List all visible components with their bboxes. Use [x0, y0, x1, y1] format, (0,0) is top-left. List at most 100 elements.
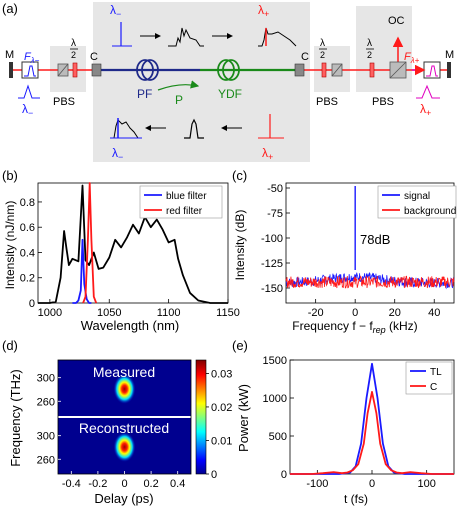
right-coupler-label: C: [301, 51, 309, 63]
left-pbs-label: PBS: [53, 96, 75, 108]
axes-d-xtick-label: 0.2: [143, 478, 158, 490]
series-e-c: [290, 390, 454, 475]
pf-label: PF: [137, 87, 152, 101]
lambda-minus-left: λ−: [22, 102, 33, 118]
reconstructed-label: Reconstructed: [79, 420, 169, 436]
axes-b-frame: [37, 182, 229, 304]
axes-c-xtick-label: 40: [428, 307, 440, 319]
axes-d-xtick-label: 0: [121, 478, 127, 490]
axes-d-ytick-label: 300: [37, 431, 55, 443]
axes-e-xtick-label: 0: [369, 478, 375, 490]
axes-e-ytick-label: 500: [269, 431, 287, 443]
axes-d-xtick-label: 0.4: [170, 478, 185, 490]
panel-a-label: (a): [2, 1, 18, 16]
left-halfwave-den: 2: [71, 50, 76, 60]
panel-d-ylabel: Frequency (THz): [8, 369, 23, 467]
colorbar-tick-label: 0.03: [211, 368, 232, 380]
axes-b-xtick-label: 1050: [97, 307, 121, 319]
axes-d-ytick-label: 260: [37, 454, 55, 466]
panel-e-xlabel: t (fs): [344, 492, 368, 506]
pf-coil-icon: [136, 59, 159, 81]
plot-b: 1000 1050 1100 1150 0 0.2 0.4 0.6 0.8: [20, 182, 240, 319]
oc-pbs-diag: [389, 61, 407, 79]
lambda-minus-spectrum-left: [18, 84, 40, 99]
axes-c-ytick-label: -50: [267, 183, 283, 195]
f-lambda-minus: Fλ−: [24, 51, 40, 65]
right-pbs-label: PBS: [316, 96, 338, 108]
axes-d-xtick-label: -0.2: [88, 478, 107, 490]
axes-d-ytick-label: 260: [37, 396, 55, 408]
legend-c-signal: signal: [404, 191, 430, 202]
measured-blob: [113, 374, 136, 404]
oc-waveplate-icon: [369, 62, 375, 78]
left-waveplate-icon: [72, 62, 78, 78]
mirror-left-icon: [9, 62, 13, 78]
panel-c-label: (c): [232, 168, 247, 183]
legend-b: blue filter red filter: [139, 185, 223, 219]
right-waveplate-icon: [321, 62, 327, 78]
mirror-left-label: M: [5, 49, 14, 61]
panel-b-xlabel: Wavelength (nm): [81, 318, 180, 333]
panel-e-ylabel: Power (kW): [236, 384, 251, 452]
legend-b-blue: blue filter: [166, 191, 207, 202]
mirror-right-icon: [447, 62, 451, 78]
legend-c-background: background: [404, 206, 456, 217]
left-coupler-label: C: [90, 51, 98, 63]
colorbar: [195, 359, 207, 475]
plot-c: -20 0 20 40 -150 -125 -100 -75 -50: [261, 182, 455, 319]
axes-e-ytick-label: 0: [281, 469, 287, 481]
panel-e: (e) Power (kW) t (fs) -100 0 1000500100015…: [232, 338, 455, 506]
axes-d-xtick-label: -0.4: [62, 478, 81, 490]
right-pbs-diag: [331, 63, 343, 77]
axes-b-xtick-label: 1150: [216, 307, 240, 319]
annotation-78db: 78dB: [360, 232, 390, 247]
mirror-right-label: M: [445, 49, 454, 61]
axes-c-ytick-label: -125: [261, 258, 283, 270]
legend-e: TL C: [405, 361, 453, 395]
left-pbs-diag: [57, 63, 69, 77]
panel-c: (c) Intensity (dB) Frequency f − frep (k…: [232, 168, 457, 335]
panel-a: (a) M M Fλ− λ− Fλ+ λ+ λ: [2, 1, 454, 162]
series-e-tl: [290, 362, 454, 475]
axes-b-ytick-label: 0.8: [20, 197, 35, 209]
top-lambda-plus: λ+: [258, 3, 269, 19]
reconstructed-blob: [113, 432, 136, 462]
axes-e-ytick-label: 1500: [263, 355, 287, 367]
axes-b-ytick-label: 0.4: [20, 247, 35, 259]
top-lambda-minus: λ−: [110, 3, 121, 19]
oc-pbs-label: PBS: [372, 96, 394, 108]
measured-label: Measured: [93, 364, 155, 380]
axes-d: -0.4 -0.2 0 0.2 0.4 260 300 260 300: [37, 373, 186, 490]
filter-right-shape: [426, 65, 438, 77]
panel-e-label: (e): [232, 338, 248, 353]
right-halfwave-den: 2: [320, 50, 325, 60]
panel-c-xlabel: Frequency f − frep (kHz): [292, 319, 417, 335]
axes-b-ytick-label: 0: [29, 298, 35, 310]
series-b-blue-filter: [72, 238, 92, 304]
lambda-plus-spectrum-right: [416, 84, 440, 99]
cavity-box: [93, 2, 310, 162]
axes-b-xtick-label: 1000: [38, 307, 62, 319]
axes-c-xtick-label: -20: [308, 307, 324, 319]
ydf-label: YDF: [218, 87, 242, 101]
oc-halfwave: λ: [367, 38, 372, 49]
legend-e-tl: TL: [430, 367, 442, 378]
axes-d-ytick-label: 300: [37, 373, 55, 385]
axes-e-xtick-label: -100: [306, 478, 328, 490]
filter-left-shape: [24, 65, 36, 77]
axes-c-ytick-label: -150: [261, 283, 283, 295]
left-halfwave: λ: [71, 38, 76, 49]
axes-c-xtick-label: 20: [389, 307, 401, 319]
axes-e-xtick-label: 100: [417, 478, 435, 490]
colorbar-tick-label: 0.01: [211, 435, 232, 447]
colorbar-ticks: 0 0.01 0.02 0.03: [206, 368, 232, 481]
oc-label: OC: [388, 15, 405, 27]
panel-c-ylabel: Intensity (dB): [233, 210, 247, 281]
axes-c-frame: [285, 182, 455, 304]
panel-b-ylabel: Intensity (nJ/nm): [3, 201, 17, 290]
bottom-lambda-plus: λ+: [262, 146, 273, 162]
colorbar-tick-label: 0: [211, 469, 217, 481]
pump-label: P: [175, 93, 183, 107]
